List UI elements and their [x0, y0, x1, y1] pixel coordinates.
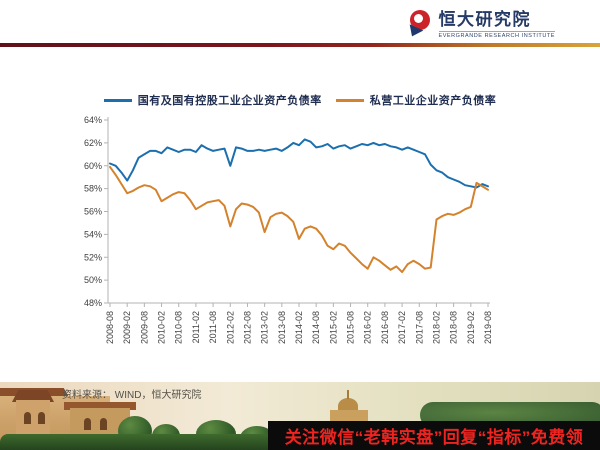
svg-text:2011-02: 2011-02	[191, 311, 201, 343]
villa-window	[84, 418, 91, 430]
legend-item-private: 私营工业企业资产负债率	[335, 92, 497, 108]
villa-wing-roof	[64, 402, 136, 410]
svg-text:50%: 50%	[84, 275, 102, 285]
svg-text:2009-02: 2009-02	[122, 311, 132, 344]
legend-label-private: 私营工业企业资产负债率	[369, 95, 497, 107]
svg-text:2010-08: 2010-08	[174, 311, 184, 344]
evergrande-logo: 恒大研究院 EVERGRANDE RESEARCH INSTITUTE	[405, 10, 555, 40]
legend-swatch-soe	[103, 98, 132, 102]
logo-title-en: EVERGRANDE RESEARCH INSTITUTE	[438, 31, 555, 39]
svg-text:2013-08: 2013-08	[277, 311, 287, 344]
line-chart: 64% 62% 60% 58% 56% 54% 52% 50% 48%2008-08 2009-0…	[84, 115, 493, 344]
legend-item-soe: 国有及国有控股工业企业资产负债率	[103, 92, 322, 108]
logo-red-swirl-icon	[409, 10, 430, 30]
villa-tower-roof	[12, 390, 54, 402]
svg-text:2015-08: 2015-08	[346, 311, 356, 344]
svg-text:2012-02: 2012-02	[225, 311, 235, 344]
svg-text:2017-08: 2017-08	[414, 311, 424, 344]
svg-text:2016-02: 2016-02	[363, 311, 373, 344]
data-source-note: 资料来源： WIND，恒大研究院	[62, 390, 202, 401]
chart-legend: 国有及国有控股工业企业资产负债率 私营工业企业资产负债率	[0, 92, 600, 108]
svg-text:2008-08: 2008-08	[105, 311, 115, 344]
svg-text:2010-02: 2010-02	[157, 311, 167, 344]
promo-banner: 关注微信“老韩实盘”回复“指标”免费领	[268, 421, 600, 450]
svg-text:2019-08: 2019-08	[483, 311, 493, 344]
svg-text:2019-02: 2019-02	[466, 311, 476, 344]
svg-text:64%: 64%	[84, 115, 102, 125]
svg-text:2014-02: 2014-02	[294, 311, 304, 344]
palace-spire	[347, 390, 349, 399]
villa-window	[100, 418, 107, 430]
svg-text:48%: 48%	[84, 298, 102, 308]
svg-text:60%: 60%	[84, 161, 102, 171]
svg-text:52%: 52%	[84, 252, 102, 262]
svg-text:54%: 54%	[84, 229, 102, 239]
svg-text:2017-02: 2017-02	[397, 311, 407, 344]
svg-text:56%: 56%	[84, 207, 102, 217]
svg-text:58%: 58%	[84, 184, 102, 194]
svg-text:2016-08: 2016-08	[380, 311, 390, 344]
foreground-bushes	[0, 434, 290, 450]
svg-text:2009-08: 2009-08	[139, 311, 149, 344]
svg-text:62%: 62%	[84, 138, 102, 148]
villa-window	[24, 412, 31, 424]
legend-swatch-private	[335, 98, 364, 102]
promo-banner-text: 关注微信“老韩实盘”回复“指标”免费领	[284, 428, 584, 447]
svg-text:2018-08: 2018-08	[449, 311, 459, 344]
evergrande-logo-icon	[405, 10, 433, 40]
villa-window	[38, 412, 45, 424]
svg-text:2011-08: 2011-08	[208, 311, 218, 343]
legend-label-soe: 国有及国有控股工业企业资产负债率	[137, 95, 322, 107]
logo-title-cn: 恒大研究院	[438, 10, 531, 29]
svg-text:2012-08: 2012-08	[242, 311, 252, 344]
svg-text:2018-02: 2018-02	[431, 311, 441, 344]
svg-text:2013-02: 2013-02	[260, 311, 270, 344]
svg-text:2015-02: 2015-02	[328, 311, 338, 344]
svg-text:2014-08: 2014-08	[311, 311, 321, 344]
logo-text: 恒大研究院 EVERGRANDE RESEARCH INSTITUTE	[438, 10, 555, 39]
header-divider-bar	[0, 43, 600, 47]
